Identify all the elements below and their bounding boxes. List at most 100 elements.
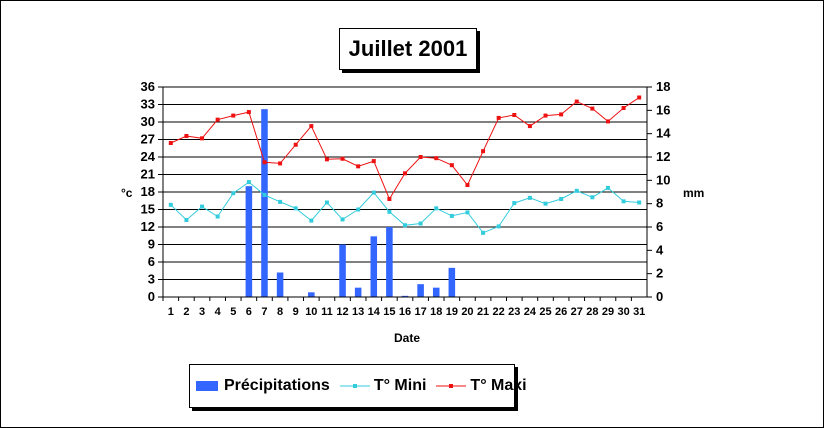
data-point-tmini: [512, 201, 517, 206]
y-left-tick-label: 6: [148, 254, 155, 269]
data-point-tmaxi: [231, 113, 236, 118]
y-left-tick-label: 9: [148, 237, 155, 252]
data-point-tmaxi: [637, 95, 642, 100]
precipitation-bar: [448, 267, 456, 297]
x-tick-label: 23: [508, 306, 520, 318]
x-tick-label: 2: [183, 306, 189, 318]
data-point-tmaxi: [527, 124, 532, 129]
y-left-tick-label: 12: [141, 219, 155, 234]
legend-label-tmini: T° Mini: [373, 377, 427, 394]
precipitation-bar: [432, 287, 440, 297]
x-tick-label: 27: [571, 306, 583, 318]
precipitation-bars: [245, 109, 456, 298]
precipitation-bar: [308, 292, 315, 297]
data-point-tmini: [309, 218, 314, 223]
x-tick-label: 19: [446, 306, 458, 318]
data-point-tmini: [418, 221, 423, 226]
y-right-tick-label: 4: [656, 242, 664, 257]
data-point-tmaxi: [605, 119, 610, 124]
legend: Précipitations T° Mini T° Maxi: [189, 364, 527, 408]
data-point-tmini: [387, 209, 392, 214]
x-tick-label: 29: [602, 306, 614, 318]
legend-swatch-precipitations: [196, 381, 218, 391]
data-point-tmini: [403, 223, 407, 228]
x-tick-label: 20: [461, 306, 473, 318]
y-right-tick-label: 6: [656, 219, 663, 234]
data-point-tmini: [356, 207, 361, 212]
y-axis-right-label: mm: [683, 186, 704, 200]
chart-title: Juillet 2001: [339, 28, 477, 70]
data-point-tmaxi: [481, 149, 486, 154]
x-tick-label: 10: [305, 306, 317, 318]
legend-item-precipitations: Précipitations: [196, 377, 330, 395]
data-point-tmaxi: [200, 136, 205, 141]
y-right-tick-label: 0: [656, 289, 663, 304]
x-tick-label: 14: [368, 306, 381, 318]
data-point-tmini: [621, 199, 626, 204]
y-right-tick-label: 2: [656, 266, 663, 281]
data-point-tmini: [605, 185, 610, 190]
data-point-tmaxi: [465, 183, 470, 187]
x-tick-label: 11: [321, 306, 333, 318]
data-point-tmini: [590, 195, 595, 200]
precipitation-bar: [417, 284, 424, 297]
x-tick-label: 8: [277, 306, 283, 318]
data-point-tmaxi: [496, 115, 501, 120]
x-tick-label: 24: [524, 306, 537, 318]
data-point-tmaxi: [293, 142, 298, 147]
y-left-tick-label: 24: [141, 149, 156, 164]
data-point-tmini: [215, 214, 220, 219]
legend-label-tmaxi: T° Maxi: [470, 377, 527, 394]
data-point-tmini: [371, 190, 376, 195]
data-point-tmini: [278, 199, 283, 204]
x-tick-label: 31: [633, 306, 645, 318]
precipitation-bar: [401, 295, 409, 297]
data-point-tmaxi: [434, 156, 439, 161]
data-point-tmini: [543, 201, 548, 206]
data-point-tmaxi: [449, 163, 454, 168]
data-point-tmaxi: [340, 156, 345, 161]
data-point-tmini: [527, 195, 532, 200]
chart-title-text: Juillet 2001: [348, 36, 468, 61]
y-right-tick-label: 10: [656, 172, 670, 187]
data-point-tmini: [293, 206, 298, 211]
data-point-tmini: [324, 200, 329, 205]
y-left-tick-label: 21: [141, 167, 155, 182]
data-point-tmini: [262, 192, 267, 197]
data-point-tmaxi: [184, 134, 189, 138]
data-point-tmaxi: [543, 113, 548, 118]
series-line-tmaxi: [170, 97, 640, 201]
data-point-tmini: [637, 200, 642, 205]
x-tick-label: 15: [383, 306, 395, 318]
x-tick-label: 3: [199, 306, 205, 318]
data-point-tmaxi: [418, 155, 423, 159]
x-tick-label: 12: [336, 306, 348, 318]
temperature-lines: [168, 95, 642, 235]
data-point-tmini: [168, 202, 173, 207]
x-tick-label: 30: [617, 306, 629, 318]
data-point-tmini: [231, 191, 236, 196]
data-point-tmaxi: [168, 141, 173, 145]
precipitation-bar: [354, 287, 362, 297]
data-point-tmini: [574, 188, 579, 193]
legend-label-precipitations: Précipitations: [224, 377, 330, 394]
y-left-tick-label: 0: [148, 289, 155, 304]
x-tick-label: 18: [430, 306, 442, 318]
data-point-tmaxi: [309, 124, 314, 129]
x-tick-label: 26: [555, 306, 567, 318]
data-point-tmaxi: [262, 160, 267, 165]
precipitation-bar: [276, 272, 284, 297]
legend-swatch-tmini: [339, 384, 370, 388]
y-right-tick-label: 12: [656, 149, 670, 164]
precipitation-bar: [339, 244, 346, 297]
legend-swatch-tmaxi: [436, 384, 467, 388]
data-point-tmaxi: [324, 157, 329, 162]
x-tick-label: 17: [414, 306, 426, 318]
data-point-tmini: [559, 197, 564, 201]
x-tick-label: 16: [399, 306, 411, 318]
y-right-tick-label: 16: [656, 102, 670, 117]
data-point-tmini: [200, 204, 205, 209]
data-point-tmaxi: [387, 197, 392, 201]
